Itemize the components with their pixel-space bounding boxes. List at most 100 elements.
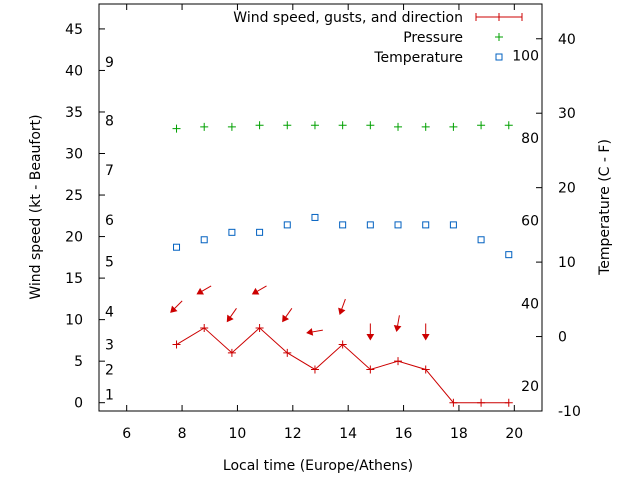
wind-arrow [306,328,323,336]
temperature-point [366,221,374,229]
wind-arrow [421,323,430,341]
y-right-tick-label: 30 [558,106,576,122]
legend-label: Temperature [373,50,463,66]
wind-direction-arrows [170,285,430,341]
beaufort-scale: 1 2 3 4 5 6 7 8 9 [105,55,114,403]
x-tick-label: 14 [339,426,357,442]
beaufort-label: 2 [105,362,114,378]
x-tick-label: 6 [122,426,131,442]
y-right-tick-label: 20 [558,181,576,197]
pressure-point [477,121,486,130]
legend: Wind speed, gusts, and direction Pressure… [233,10,523,66]
beaufort-label: 9 [105,55,114,71]
x-tick-label: 16 [395,426,413,442]
x-tick-label: 10 [229,426,247,442]
pressure-point [255,121,264,130]
beaufort-label: 6 [105,213,114,229]
pressure-point [338,121,347,130]
temperature-point [505,251,513,259]
temperature-point [339,221,347,229]
y-left-tick-label: 10 [65,313,83,329]
x-tick-label: 12 [284,426,302,442]
fahrenheit-label: 60 [521,214,539,230]
wind-arrow-head [393,324,402,332]
beaufort-label: 1 [105,387,114,403]
wind-speed-point [338,340,347,349]
wind-speed-point [449,398,458,407]
y-axis-right-title: Temperature (C - F) [597,139,613,276]
pressure-point [227,122,236,131]
x-tick-label: 18 [450,426,468,442]
series-layer [172,121,513,407]
fahrenheit-label: 100 [512,48,539,64]
wind-speed-point [227,348,236,357]
pressure-point [200,122,209,131]
pressure-point [172,124,181,133]
wind-speed-point [366,365,375,374]
fahrenheit-label: 80 [521,131,539,147]
wind-arrow [196,285,212,295]
wind-speed-point [200,323,209,332]
wind-arrow [393,315,402,332]
pressure-point [283,121,292,130]
temperature-point [228,228,236,236]
pressure-point [310,121,319,130]
wind-speed-point [421,365,430,374]
beaufort-label: 4 [105,304,114,320]
y-right-tick-label: 40 [558,32,576,48]
y-right-tick-label: 0 [558,330,567,346]
wind-speed-line [176,327,509,404]
temperature-point [422,221,430,229]
wind-arrow [282,308,293,323]
wind-arrow [251,285,267,295]
pressure-series [172,121,513,133]
y-left-tick-label: 15 [65,271,83,287]
fahrenheit-label: 20 [521,379,539,395]
x-tick-label: 8 [178,426,187,442]
temperature-point [283,221,291,229]
wind-arrow-head [226,314,234,323]
y-left-tick-label: 30 [65,147,83,163]
y-left-tick-label: 35 [65,105,83,121]
beaufort-label: 5 [105,254,114,270]
y-left-tick-label: 0 [74,396,83,412]
y-axis-right: -10 0 10 20 30 40 [536,32,581,420]
wind-speed-point [172,340,181,349]
wind-arrow [366,323,375,341]
wind-arrow-head [282,314,290,323]
legend-swatch-wind-marker [495,13,503,21]
y-left-tick-label: 45 [65,22,83,38]
temperature-point [449,221,457,229]
wind-speed-point [283,348,292,357]
y-axis-left: 0 5 10 15 20 25 30 35 40 45 [65,22,105,412]
beaufort-label: 7 [105,163,114,179]
wind-arrow-head [421,333,430,341]
wind-speed-point [477,398,486,407]
wind-arrow-head [366,333,375,341]
pressure-point [504,121,513,130]
wind-speed-point [255,323,264,332]
y-right-tick-label: -10 [558,404,581,420]
pressure-point [394,122,403,131]
pressure-point [449,122,458,131]
y-left-tick-label: 25 [65,188,83,204]
pressure-point [421,122,430,131]
wind-speed-point [310,365,319,374]
wind-arrow-head [196,287,204,295]
temperature-point [256,228,264,236]
pressure-point [366,121,375,130]
wind-speed-point [504,398,513,407]
temperature-point [173,243,181,251]
y-left-tick-label: 5 [74,354,83,370]
legend-swatch-pressure [495,33,503,41]
plot-border [98,3,543,412]
temperature-point [477,236,485,244]
beaufort-label: 3 [105,338,114,354]
wind-arrow [338,298,346,315]
wind-arrow-head [306,328,314,336]
temperature-point [394,221,402,229]
y-right-tick-label: 10 [558,255,576,271]
y-left-tick-label: 40 [65,63,83,79]
legend-swatch-temperature [495,53,503,61]
